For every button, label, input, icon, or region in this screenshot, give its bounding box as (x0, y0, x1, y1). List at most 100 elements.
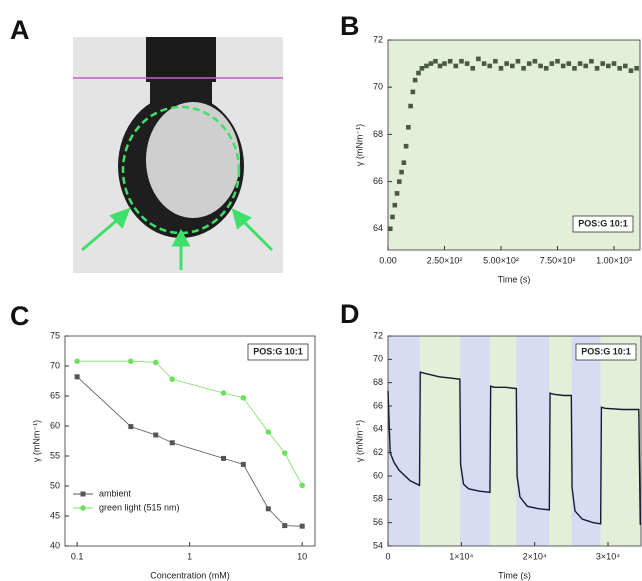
x-tick-label: 1.00×10³ (596, 255, 632, 265)
plot-background (388, 40, 640, 250)
y-tick-label: 56 (373, 517, 383, 527)
point (453, 63, 459, 69)
y-tick-label: 55 (50, 450, 60, 460)
point (459, 58, 464, 64)
point (583, 63, 589, 69)
x-tick-label: 2×10⁴ (523, 551, 547, 561)
y-axis-label: γ (mNm⁻¹) (354, 124, 364, 166)
panel-label: A (10, 15, 30, 45)
point (433, 58, 438, 64)
point (623, 63, 628, 69)
point (412, 77, 418, 83)
point (594, 66, 600, 71)
point (387, 226, 393, 232)
shaded-region (489, 336, 517, 546)
x-tick-label: 2.50×10² (427, 255, 463, 265)
shaded-region (419, 336, 460, 546)
y-axis-label: γ (mNm⁻¹) (31, 420, 41, 462)
y-tick-label: 68 (373, 377, 383, 387)
shaded-region (516, 336, 550, 546)
point (397, 179, 402, 184)
x-axis-label: Time (s) (498, 570, 531, 580)
point (566, 61, 572, 66)
droplet-highlight (146, 102, 240, 218)
shaded-region (600, 336, 641, 546)
point (437, 63, 443, 69)
x-axis-label: Concentration (mM) (150, 570, 230, 580)
point (555, 58, 560, 64)
annotation-box (572, 215, 634, 233)
y-tick-label: 60 (373, 470, 383, 480)
arrows (81, 207, 274, 270)
y-tick-label: 70 (373, 82, 383, 92)
annotation-box (575, 343, 637, 361)
point (589, 58, 594, 64)
point (510, 63, 515, 69)
point (410, 89, 416, 95)
shaded-region (459, 336, 490, 546)
y-tick-label: 58 (373, 494, 383, 504)
shaded-region (571, 336, 601, 546)
point (521, 66, 526, 71)
point (419, 66, 425, 71)
marker (128, 424, 134, 430)
marker (74, 358, 80, 365)
marker (282, 523, 288, 529)
droplet-image (73, 37, 283, 273)
y-tick-label: 72 (373, 330, 383, 340)
point (399, 169, 404, 175)
marker (169, 440, 175, 446)
y-tick-label: 75 (50, 330, 60, 340)
x-tick-label: 7.50×10² (540, 255, 576, 265)
point (447, 58, 453, 64)
point (515, 58, 521, 64)
point (470, 66, 476, 71)
point (532, 58, 538, 64)
y-tick-label: 72 (373, 34, 383, 44)
point (572, 66, 577, 71)
x-tick-label: 1×10⁴ (449, 551, 473, 561)
annotation: POS:G 10:1 (253, 346, 303, 356)
point (560, 63, 566, 69)
point (543, 66, 549, 71)
line (387, 371, 641, 526)
marker (265, 506, 271, 512)
x-tick-label: 0.1 (71, 551, 84, 561)
x-axis-label: Time (s) (498, 274, 531, 284)
plot-frame (387, 39, 641, 251)
x-tick-label: 5.00×10² (483, 255, 519, 265)
point (538, 63, 543, 69)
marker (169, 376, 176, 383)
y-tick-label: 40 (50, 540, 60, 550)
marker (299, 523, 305, 529)
point (390, 214, 395, 220)
point (416, 70, 421, 76)
point (493, 58, 498, 64)
y-tick-label: 64 (373, 223, 383, 233)
panel-label: B (340, 11, 360, 41)
panel-label: D (340, 299, 360, 329)
legend-marker (80, 491, 86, 497)
marker (240, 461, 246, 467)
legend-marker (80, 505, 86, 511)
marker (265, 429, 272, 435)
point (611, 61, 617, 66)
y-tick-label: 70 (50, 360, 60, 370)
y-tick-label: 60 (50, 420, 60, 430)
marker (220, 390, 227, 396)
point (634, 66, 639, 71)
point (464, 61, 470, 66)
point (394, 191, 400, 196)
point (481, 61, 487, 66)
point (428, 61, 434, 66)
marker (299, 482, 305, 489)
y-tick-label: 70 (373, 354, 383, 364)
point (487, 63, 493, 69)
legend-label: ambient (99, 488, 132, 498)
y-tick-label: 66 (373, 400, 383, 410)
legend-label: green light (515 nm) (99, 502, 180, 512)
point (504, 61, 509, 66)
point (628, 68, 634, 73)
point (408, 103, 413, 109)
y-tick-label: 62 (373, 447, 383, 457)
